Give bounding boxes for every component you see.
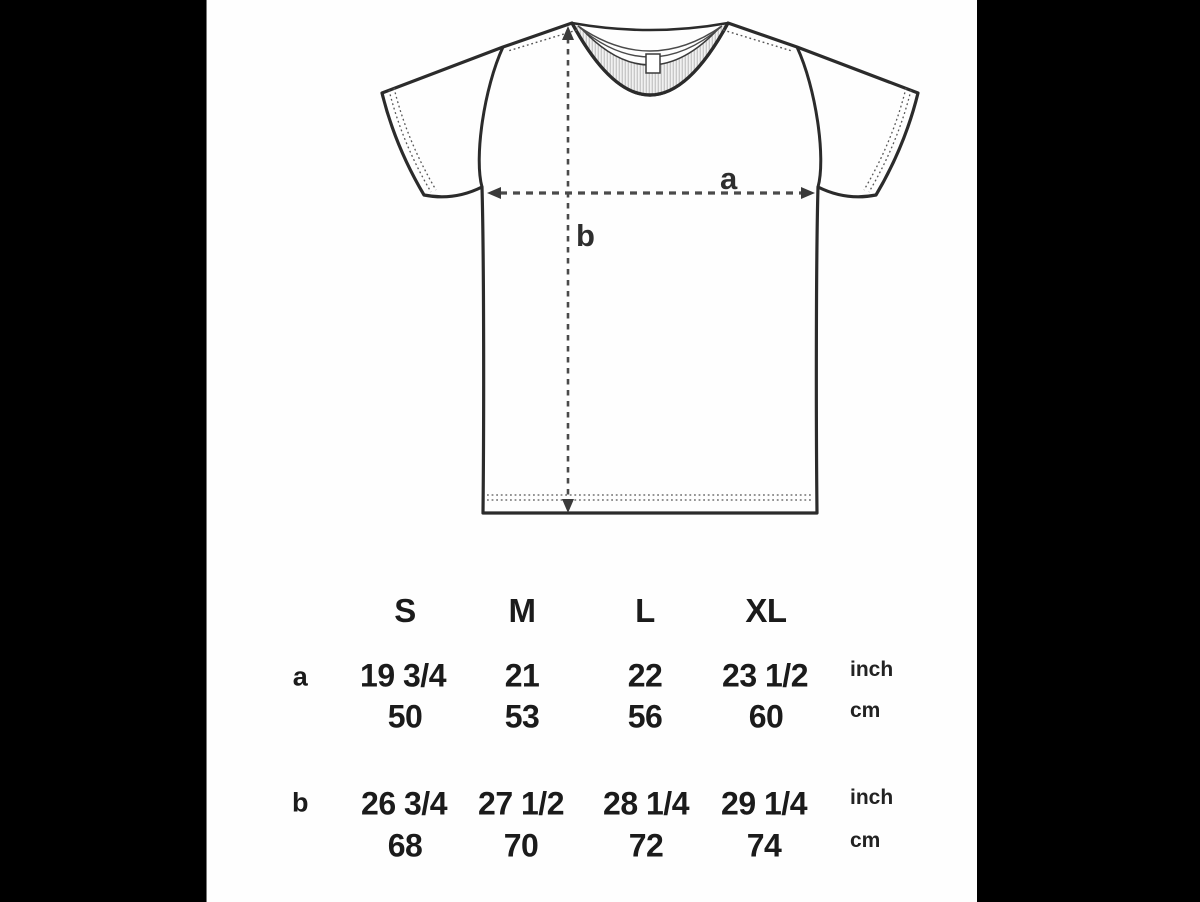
right-letterbox-bar — [977, 0, 1200, 902]
row-b-cm-l: 72 — [628, 827, 664, 864]
tshirt-diagram: a b — [380, 21, 920, 515]
row-b-key: b — [292, 787, 309, 818]
row-b-inch-xl: 29 1/4 — [721, 785, 807, 822]
row-a-cm-l: 56 — [627, 698, 663, 735]
hem-stitch — [487, 494, 813, 501]
row-b-unit-inch: inch — [850, 786, 894, 809]
row-b-inch-l: 28 1/4 — [603, 785, 689, 822]
row-a-unit-cm: cm — [850, 699, 881, 722]
width-label: a — [720, 161, 738, 196]
row-a-cm-m: 53 — [504, 698, 540, 735]
width-arrow-a: a — [487, 161, 815, 199]
row-a-inch-l: 22 — [627, 657, 663, 694]
collar-top-edge — [571, 21, 729, 32]
length-label: b — [576, 218, 595, 253]
front-neckline — [570, 22, 730, 97]
row-b-inch-m: 27 1/2 — [478, 785, 564, 822]
back-neck-seam-1 — [577, 25, 723, 52]
row-a-inch-xl: 23 1/2 — [722, 657, 808, 694]
size-header-l: L — [635, 592, 655, 629]
row-a-inch-m: 21 — [504, 657, 540, 694]
row-b-inch-s: 26 3/4 — [361, 785, 447, 822]
collar-label-tag — [645, 53, 661, 74]
row-b-unit-cm: cm — [850, 829, 881, 852]
length-arrow-b: b — [562, 26, 595, 513]
row-a-key: a — [292, 661, 308, 692]
shoulder-stitch-left — [507, 29, 578, 52]
row-b-cm-m: 70 — [503, 827, 539, 864]
shoulder-stitch-right — [722, 29, 793, 52]
row-a-cm-xl: 60 — [748, 698, 784, 735]
row-b-cm-xl: 74 — [746, 827, 782, 864]
row-a-unit-inch: inch — [850, 658, 894, 681]
row-a-inch-s: 19 3/4 — [360, 657, 446, 694]
size-header-s: S — [394, 592, 416, 629]
row-b-cm-s: 68 — [387, 827, 423, 864]
size-header-m: M — [508, 592, 537, 629]
row-a-cm-s: 50 — [387, 698, 423, 735]
armhole-seam-left — [477, 46, 505, 188]
left-letterbox-bar — [0, 0, 207, 902]
armhole-seam-right — [795, 46, 823, 188]
size-header-xl: XL — [745, 592, 787, 629]
